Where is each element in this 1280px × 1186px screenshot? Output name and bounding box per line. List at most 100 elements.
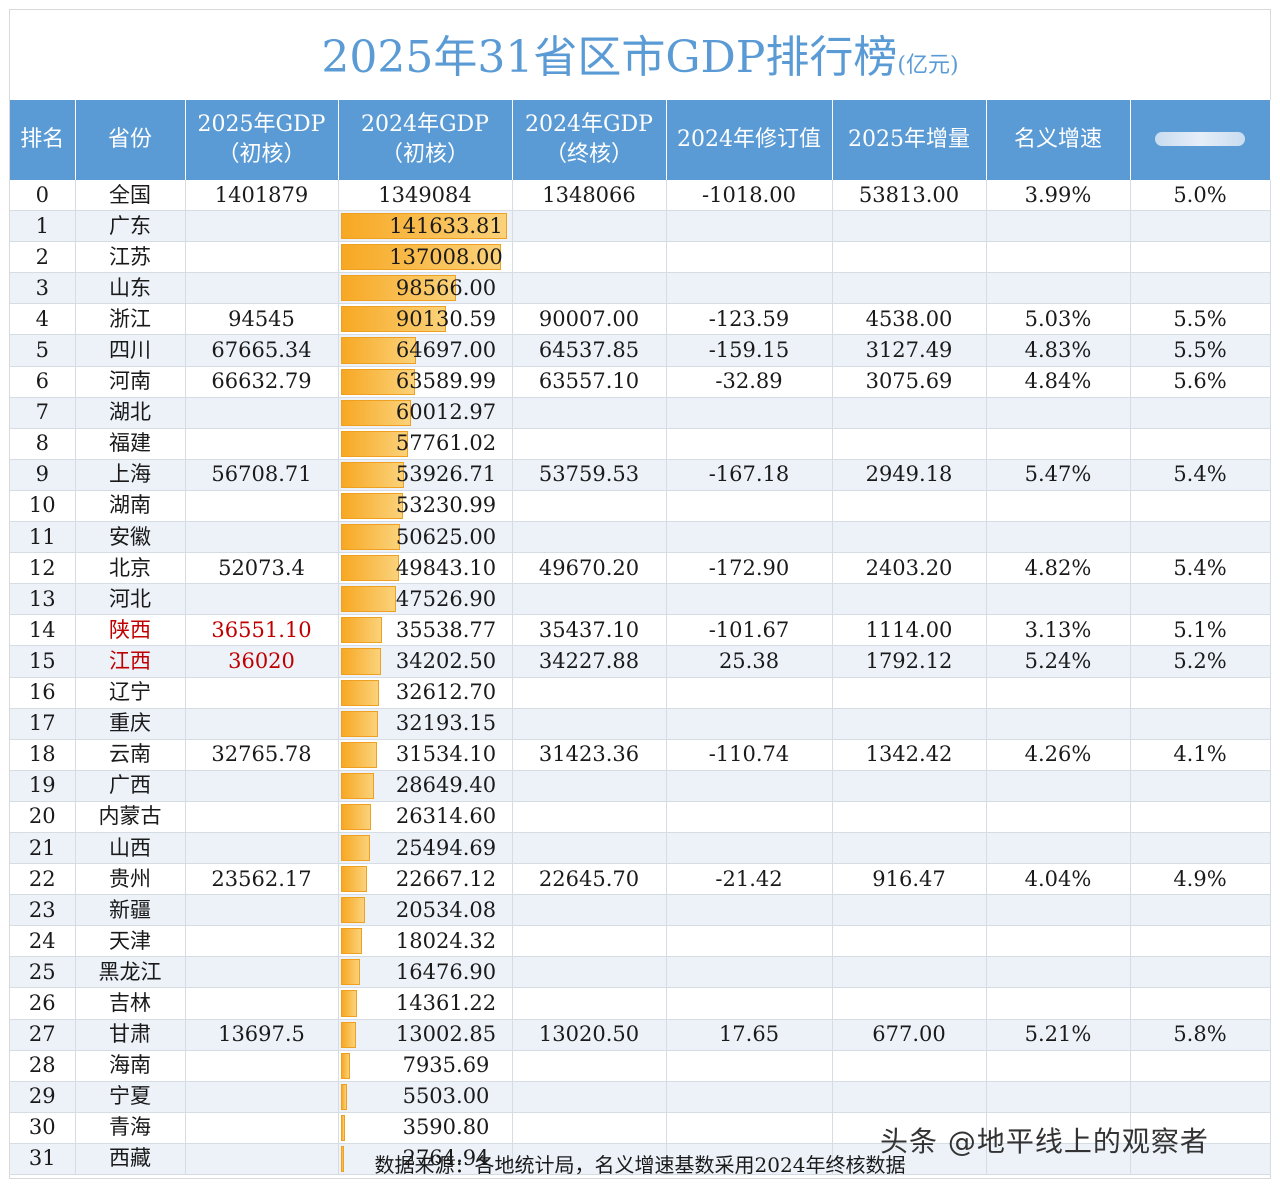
gdp2025-prelim-cell: 67665.34 [185, 334, 339, 367]
gdp-bar-value: 22667.12 [395, 866, 497, 891]
gdp2024-prelim-cell: 31534.10 [338, 739, 513, 771]
rank-cell: 25 [10, 956, 76, 989]
gdp2025-prelim-cell [185, 428, 339, 460]
province-cell: 广西 [75, 770, 186, 802]
rank-cell: 13 [10, 583, 76, 616]
revision-cell [666, 770, 833, 802]
gdp-bar [340, 741, 378, 768]
nominal-growth-cell [986, 1143, 1131, 1176]
gdp2024-prelim-cell: 137008.00 [338, 241, 513, 274]
gdp2024-final-cell [512, 677, 667, 709]
gdp2025-prelim-cell [185, 801, 339, 833]
table-row: 6 河南 66632.79 63589.99 63557.10 -32.89 3075.69… [10, 366, 1271, 398]
header-nominal-growth: 名义增速 [986, 100, 1131, 180]
increment-cell [832, 956, 987, 989]
real-growth-cell: 4.1% [1130, 739, 1271, 771]
page-title: 2025年31省区市GDP排行榜(亿元) [9, 18, 1271, 98]
gdp2025-prelim-cell [185, 677, 339, 709]
gdp2024-prelim-cell: 53926.71 [338, 459, 513, 491]
gdp-bar-value: 2764.94 [402, 1146, 490, 1171]
nominal-growth-cell [986, 397, 1131, 429]
rank-cell: 15 [10, 645, 76, 678]
real-growth-cell: 5.1% [1130, 614, 1271, 647]
gdp2025-prelim-cell [185, 925, 339, 958]
revision-cell [666, 1112, 833, 1144]
increment-cell: 3075.69 [832, 366, 987, 398]
table-row: 22 贵州 23562.17 22667.12 22645.70 -21.42 916.47… [10, 863, 1271, 896]
gdp-bar [340, 399, 411, 426]
real-growth-cell: 5.4% [1130, 552, 1271, 585]
gdp2024-prelim-cell: 20534.08 [338, 894, 513, 927]
gdp2024-final-cell: 49670.20 [512, 552, 667, 585]
gdp2025-prelim-cell [185, 521, 339, 554]
gdp2024-prelim-cell: 16476.90 [338, 956, 513, 989]
revision-cell: -1018.00 [666, 180, 833, 212]
header-gdp2025-prelim-l2: （初核） [217, 142, 306, 167]
gdp2025-prelim-cell: 52073.4 [185, 552, 339, 585]
gdp-bar-value: 141633.81 [389, 213, 503, 238]
gdp2025-prelim-cell [185, 272, 339, 305]
gdp-bar [340, 928, 362, 955]
gdp-bar [340, 1052, 350, 1079]
table-row: 23 新疆 20534.08 [10, 894, 1271, 927]
gdp2024-prelim-cell: 34202.50 [338, 645, 513, 678]
real-growth-cell [1130, 428, 1271, 460]
gdp2024-prelim-cell: 18024.32 [338, 925, 513, 958]
province-cell: 四川 [75, 334, 186, 367]
gdp2024-final-cell: 22645.70 [512, 863, 667, 896]
province-cell: 云南 [75, 739, 186, 771]
gdp2024-final-cell [512, 770, 667, 802]
revision-cell [666, 894, 833, 927]
gdp-bar [340, 337, 417, 364]
gdp2024-final-cell [512, 956, 667, 989]
gdp-bar [340, 492, 403, 520]
gdp2025-prelim-cell [185, 1112, 339, 1144]
gdp2024-final-cell [512, 708, 667, 740]
table-row: 7 湖北 60012.97 [10, 397, 1271, 429]
increment-cell [832, 428, 987, 460]
real-growth-cell [1130, 1143, 1271, 1176]
table-header-row: 排名 省份 2025年GDP （初核） 2024年GDP （初核） 2024年GDP… [10, 100, 1271, 180]
rank-cell: 19 [10, 770, 76, 802]
province-cell: 海南 [75, 1050, 186, 1082]
real-growth-cell [1130, 210, 1271, 243]
province-cell: 宁夏 [75, 1081, 186, 1113]
gdp2025-prelim-cell [185, 490, 339, 523]
revision-cell: -110.74 [666, 739, 833, 771]
gdp2025-prelim-cell [185, 1081, 339, 1113]
gdp2024-prelim-cell: 32612.70 [338, 677, 513, 709]
province-cell: 江西 [75, 645, 186, 678]
gdp2024-prelim-cell: 49843.10 [338, 552, 513, 585]
table-row: 15 江西 36020 34202.50 34227.88 25.38 1792.12 5.2… [10, 645, 1271, 678]
table-row: 2 江苏 137008.00 [10, 241, 1271, 274]
gdp2024-final-cell: 31423.36 [512, 739, 667, 771]
nominal-growth-cell: 4.04% [986, 863, 1131, 896]
gdp-bar-value: 90130.59 [395, 306, 497, 331]
province-cell: 山西 [75, 832, 186, 865]
nominal-growth-cell [986, 241, 1131, 274]
gdp2024-final-cell [512, 1081, 667, 1113]
increment-cell: 1792.12 [832, 645, 987, 678]
nominal-growth-cell: 3.99% [986, 180, 1131, 212]
gdp2025-prelim-cell: 94545 [185, 303, 339, 336]
gdp-bar [340, 1145, 344, 1172]
gdp2024-final-cell [512, 490, 667, 523]
gdp2025-prelim-cell: 36020 [185, 645, 339, 678]
gdp2025-prelim-cell: 56708.71 [185, 459, 339, 491]
increment-cell [832, 241, 987, 274]
increment-cell: 1114.00 [832, 614, 987, 647]
gdp-bar-value: 5503.00 [402, 1084, 490, 1109]
real-growth-cell [1130, 832, 1271, 865]
revision-cell [666, 677, 833, 709]
table-row: 29 宁夏 5503.00 [10, 1081, 1271, 1113]
real-growth-cell: 5.5% [1130, 334, 1271, 367]
nominal-growth-cell [986, 801, 1131, 833]
gdp2024-prelim-cell: 7935.69 [338, 1050, 513, 1082]
gdp2024-prelim-cell: 26314.60 [338, 801, 513, 833]
gdp-bar [340, 1114, 345, 1141]
gdp-bar-value: 16476.90 [395, 959, 497, 984]
rank-cell: 18 [10, 739, 76, 771]
gdp2025-prelim-cell [185, 583, 339, 616]
province-cell: 安徽 [75, 521, 186, 554]
table-row: 3 山东 98566.00 [10, 272, 1271, 305]
